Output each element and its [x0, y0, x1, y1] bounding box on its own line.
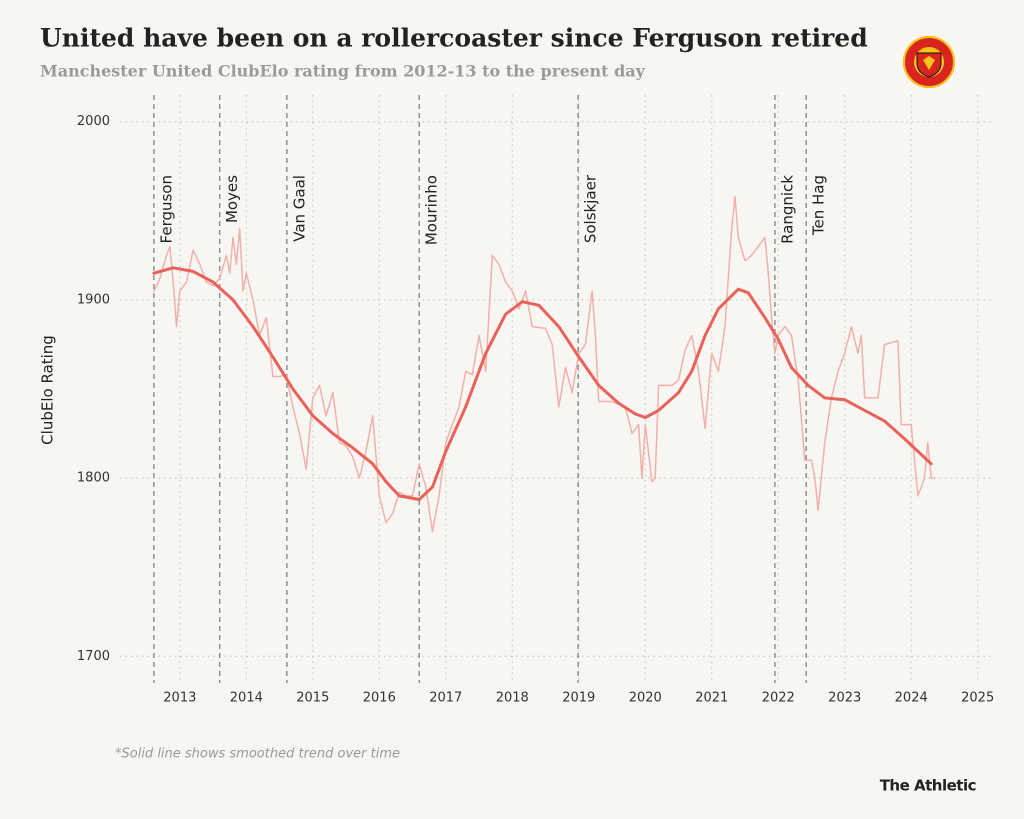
y-tick-label: 1800: [77, 471, 110, 486]
series-line: [153, 195, 936, 533]
y-tick-label: 1700: [77, 649, 110, 664]
y-tick-label: 2000: [77, 114, 110, 129]
source: The Athletic: [880, 777, 976, 795]
x-tick-label: 2018: [496, 691, 529, 706]
y-axis-label: ClubElo Rating: [39, 335, 57, 445]
y-tick-label: 1900: [77, 292, 110, 307]
x-tick-label: 2021: [695, 691, 728, 706]
manager-label: Ten Hag: [810, 175, 828, 236]
manager-label: Mourinho: [423, 175, 441, 245]
manager-label: Rangnick: [778, 175, 796, 244]
x-tick-label: 2024: [895, 691, 928, 706]
x-tick-label: 2015: [296, 691, 329, 706]
x-tick-label: 2016: [363, 691, 396, 706]
series-line: [152, 266, 933, 501]
x-tick-label: 2022: [762, 691, 795, 706]
manager-label: Van Gaal: [290, 175, 308, 242]
x-tick-label: 2019: [562, 691, 595, 706]
chart-subtitle: Manchester United ClubElo rating from 20…: [40, 62, 646, 81]
x-tick-label: 2017: [429, 691, 462, 706]
club-logo: [903, 36, 955, 88]
x-tick-label: 2023: [828, 691, 861, 706]
manager-label: Solskjaer: [582, 174, 600, 243]
x-tick-label: 2013: [163, 691, 196, 706]
footnote: *Solid line shows smoothed trend over ti…: [115, 747, 400, 762]
chart-title: United have been on a rollercoaster sinc…: [40, 24, 868, 53]
x-tick-label: 2020: [629, 691, 662, 706]
manager-label: Moyes: [223, 175, 241, 223]
plot-area: 1700 1800 1900 2000 2013 2014 2015 2016 2017 2018…: [77, 95, 994, 706]
x-tick-label: 2025: [961, 691, 994, 706]
manager-label: Ferguson: [157, 175, 175, 243]
x-tick-label: 2014: [230, 691, 263, 706]
